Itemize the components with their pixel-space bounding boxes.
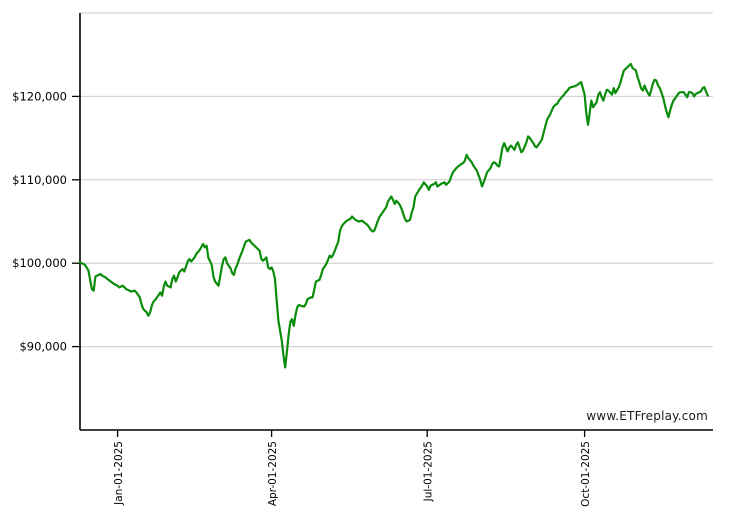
y-tick-label: $100,000 [12,256,67,270]
y-tick-label: $120,000 [12,89,67,103]
series-line-portfolio-value [78,62,709,369]
y-tick-label: $90,000 [19,340,67,354]
x-tick-label: Apr-01-2025 [267,441,279,506]
x-tick-label: Oct-01-2025 [580,441,592,507]
x-tick-label: Jan-01-2025 [113,441,125,506]
y-tick-label: $110,000 [12,173,67,187]
etfreplay-watermark: www.ETFreplay.com [586,409,708,423]
x-tick-label: Jul-01-2025 [423,441,435,502]
